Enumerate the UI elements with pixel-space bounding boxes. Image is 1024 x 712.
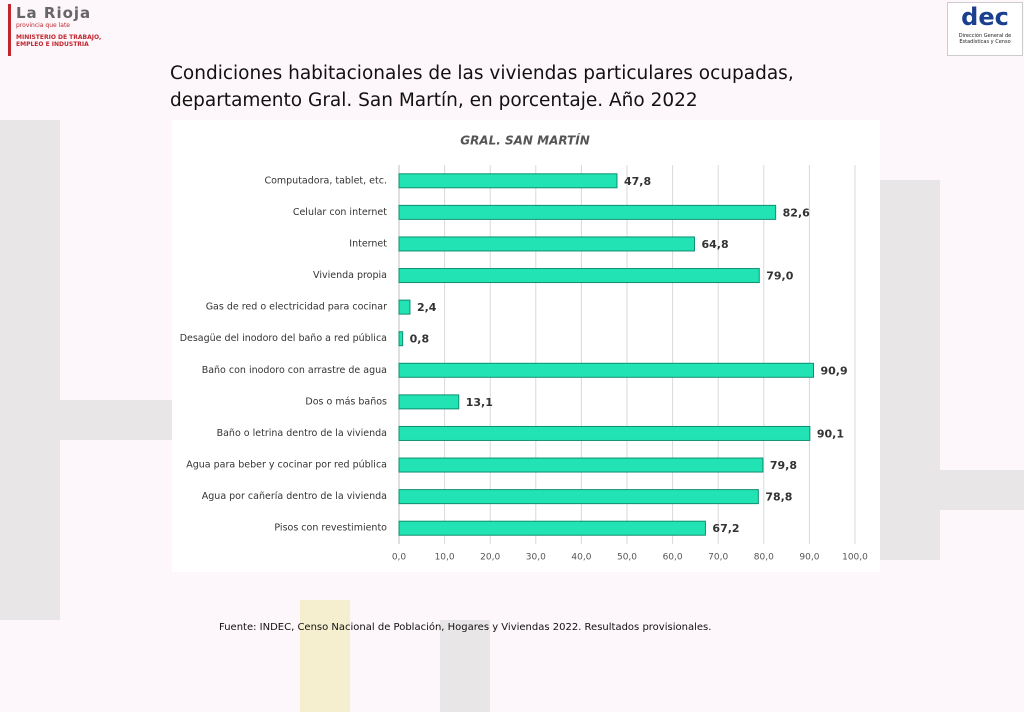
x-tick-label: 50,0 xyxy=(617,553,637,563)
logo: DEC Dirección General de Estadísticas y … xyxy=(947,2,1023,56)
x-tick-label: 40,0 xyxy=(571,553,591,563)
value-label: 90,1 xyxy=(817,427,844,440)
x-tick-label: 30,0 xyxy=(526,553,546,563)
logo-text: DEC xyxy=(961,3,1009,31)
x-tick-label: 10,0 xyxy=(435,553,455,563)
y-tick-label: Computadora, tablet, etc. xyxy=(264,175,387,186)
source-note: Fuente: INDEC, Censo Nacional de Poblaci… xyxy=(219,622,712,633)
y-tick-label: Gas de red o electricidad para cocinar xyxy=(206,302,387,313)
logo-caption: Dirección General de Estadísticas y Cens… xyxy=(958,33,1012,45)
y-tick-label: Dos o más baños xyxy=(305,396,387,407)
x-tick-label: 70,0 xyxy=(708,553,728,563)
bar xyxy=(398,173,618,189)
y-tick-label: Vivienda propia xyxy=(313,270,387,281)
value-label: 79,0 xyxy=(766,270,793,283)
value-label: 82,6 xyxy=(783,206,810,219)
x-tick-label: 100,0 xyxy=(842,553,868,563)
y-tick-label: Agua para beber y cocinar por red públic… xyxy=(186,460,387,471)
bar xyxy=(398,425,811,441)
bar xyxy=(398,520,706,536)
y-tick-label: Internet xyxy=(349,238,387,249)
decoration xyxy=(440,620,490,712)
decoration xyxy=(0,120,60,620)
bar xyxy=(398,331,404,347)
y-tick-label: Desagüe del inodoro del baño a red públi… xyxy=(180,333,387,344)
x-tick-label: 90,0 xyxy=(799,553,819,563)
value-label: 64,8 xyxy=(701,238,728,251)
value-label: 90,9 xyxy=(821,364,848,377)
decoration xyxy=(880,470,1024,510)
tagline: provincia que late xyxy=(16,22,70,29)
bar xyxy=(398,457,764,473)
bar xyxy=(398,362,815,378)
bar xyxy=(398,236,695,252)
decoration xyxy=(300,600,350,712)
bar xyxy=(398,394,460,410)
decoration xyxy=(0,400,172,440)
value-label: 67,2 xyxy=(712,522,739,535)
x-tick-label: 60,0 xyxy=(663,553,683,563)
y-tick-label: Agua por cañería dentro de la vivienda xyxy=(202,491,387,502)
bar xyxy=(398,299,411,315)
slide-title: Condiciones habitacionales de las vivien… xyxy=(170,63,794,111)
separator xyxy=(8,4,11,56)
y-tick-label: Baño o letrina dentro de la vivienda xyxy=(217,428,387,439)
chart-title: GRAL. SAN MARTÍN xyxy=(460,133,590,148)
bar xyxy=(398,489,759,505)
y-tick-label: Baño con inodoro con arrastre de agua xyxy=(202,365,387,376)
value-label: 78,8 xyxy=(765,491,792,504)
ministry: MINISTERIO DE TRABAJO, EMPLEO E INDUSTRI… xyxy=(16,34,102,48)
brand: La Rioja xyxy=(16,4,92,22)
x-tick-label: 0,0 xyxy=(392,553,407,563)
value-label: 47,8 xyxy=(624,175,651,188)
value-label: 13,1 xyxy=(466,396,493,409)
x-tick-label: 80,0 xyxy=(754,553,774,563)
bar xyxy=(398,268,760,284)
value-label: 0,8 xyxy=(410,333,430,346)
y-tick-label: Celular con internet xyxy=(293,207,387,218)
value-label: 2,4 xyxy=(417,301,437,314)
x-tick-label: 20,0 xyxy=(480,553,500,563)
bar xyxy=(398,204,777,220)
y-tick-label: Pisos con revestimiento xyxy=(274,523,387,534)
value-label: 79,8 xyxy=(770,459,797,472)
